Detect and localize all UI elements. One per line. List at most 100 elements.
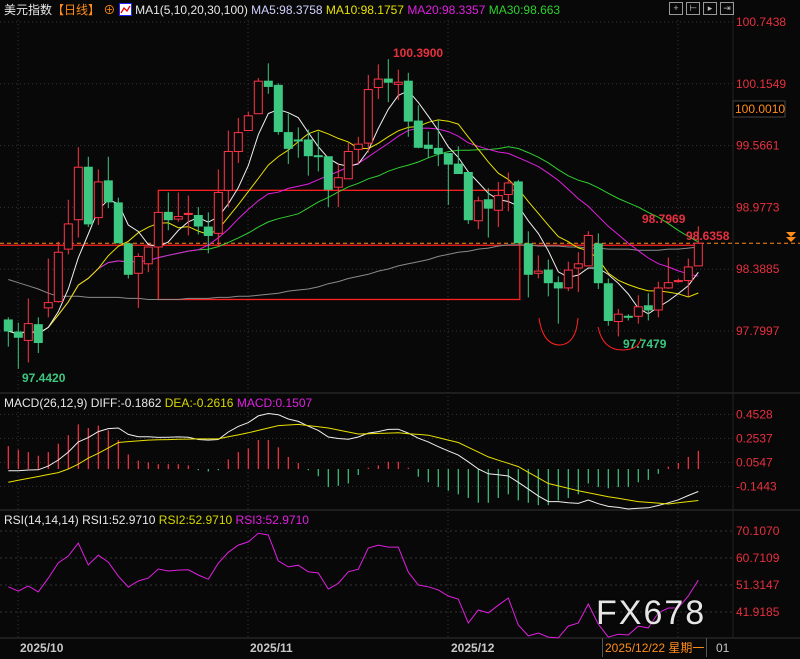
rsi1-value: RSI1:52.9710 [82,513,156,527]
candle-down [443,153,453,165]
candle-down [313,155,323,158]
watermark-logo: FX678 [596,594,707,632]
ma30-value: MA30:98.663 [488,3,561,17]
candle-down [83,166,93,225]
play-icon[interactable]: ▸ [703,2,717,15]
candle-down [383,78,393,83]
low-price-label: 97.4420 [22,371,66,385]
candle-down [193,215,203,227]
candle-down [413,120,423,148]
candle-up [633,306,643,317]
candle-down [123,243,133,275]
crosshair-price-box [732,100,786,118]
candle-down [403,80,413,122]
candle-up [223,150,233,191]
candle-down [103,180,113,203]
indicator-chart-icon[interactable] [118,3,132,16]
price-tick-label: 99.5661 [736,139,780,153]
candle-down [523,243,533,275]
candle-up [133,255,143,274]
candle-down [303,139,313,157]
candle-down [113,202,123,244]
ma10-value: MA10:98.1757 [325,3,404,17]
candle-down [543,269,553,284]
candle-down [643,305,653,311]
rsi-panel [8,532,699,639]
candle-up [473,200,483,222]
candle-up [153,211,163,248]
candle-up [243,115,253,132]
annotation-arc [538,317,579,346]
candle-up [253,80,263,115]
candle-up [353,143,363,150]
macd-tick-label: 0.2537 [736,431,773,445]
candle-up [43,302,53,309]
period-selector[interactable]: 【日线】 [52,3,101,17]
x-tick-label: 2025/10 [20,641,64,655]
ma-settings[interactable]: MA1(5,10,20,30,100) [135,3,248,17]
ma5-value: MA5:98.3758 [251,3,323,17]
candle-up [63,223,73,250]
crosshair-toggle-icon[interactable]: ⊕ [103,3,116,17]
price-tick-label: 98.9773 [736,200,780,214]
zoom-start-icon[interactable]: ⊢ [686,2,700,15]
x-tick-label: 2025/11 [250,641,293,655]
candle-up [653,287,663,311]
rsi-tick-label: 41.9185 [736,605,780,619]
ma5-line [8,90,699,335]
candle-down [273,84,283,133]
macd-header: MACD(26,12,9) DIFF:-0.1862 DEA:-0.2616 M… [4,396,312,410]
diff-line [8,412,699,510]
candle-down [283,132,293,149]
crosshair-icon[interactable]: + [669,2,683,15]
candle-down [263,80,273,87]
x-tick-label-next: 01 [716,641,730,655]
candle-up [693,242,703,267]
candle-down [623,315,633,318]
candle-up [23,323,33,341]
rsi3-value: RSI3:52.9710 [235,513,309,527]
macd-panel [7,412,699,510]
rsi-header: RSI(14,14,14) RSI1:52.9710 RSI2:52.9710 … [4,513,309,527]
candle-up [563,269,573,289]
macd-params[interactable]: MACD(26,12,9) [4,396,88,410]
candle-up [493,195,503,211]
go-end-icon[interactable]: ⇥ [720,2,734,15]
candle-down [453,163,463,175]
candle-down [163,211,173,221]
candle-down [483,199,493,209]
candle-up [143,246,153,265]
annotation-arc [597,326,642,351]
rsi-tick-label: 70.1070 [736,524,780,538]
candle-down [553,282,563,289]
rsi2-value: RSI2:52.9710 [158,513,233,527]
candle-down [593,243,603,284]
moving-average-lines [8,90,699,335]
ma10-line [8,119,699,335]
rsi-params[interactable]: RSI(14,14,14) [4,513,79,527]
candle-down [463,171,473,221]
dea-line [8,423,699,505]
candle-up [93,181,103,219]
recent-high-label: 98.7969 [642,212,686,226]
candle-up [173,216,183,220]
candle-up [673,280,683,283]
candle-down [513,181,523,244]
x-tick-label: 2025/12 [451,641,495,655]
price-tick-label: 100.7438 [736,15,786,29]
ma100-line [8,244,699,300]
candle-up [233,132,243,152]
dea-value: DEA:-0.2616 [164,396,234,410]
candle-up [533,270,543,274]
ma20-value: MA20:98.3357 [407,3,486,17]
candle-up [663,282,673,289]
price-tick-label: 100.1549 [736,77,786,91]
rsi-tick-label: 51.3147 [736,578,780,592]
ma20-line [8,127,699,335]
grid [0,0,800,639]
candle-down [603,283,613,321]
macd-value: MACD:0.1507 [236,396,313,410]
candle-down [203,226,213,236]
candle-down [33,324,43,344]
